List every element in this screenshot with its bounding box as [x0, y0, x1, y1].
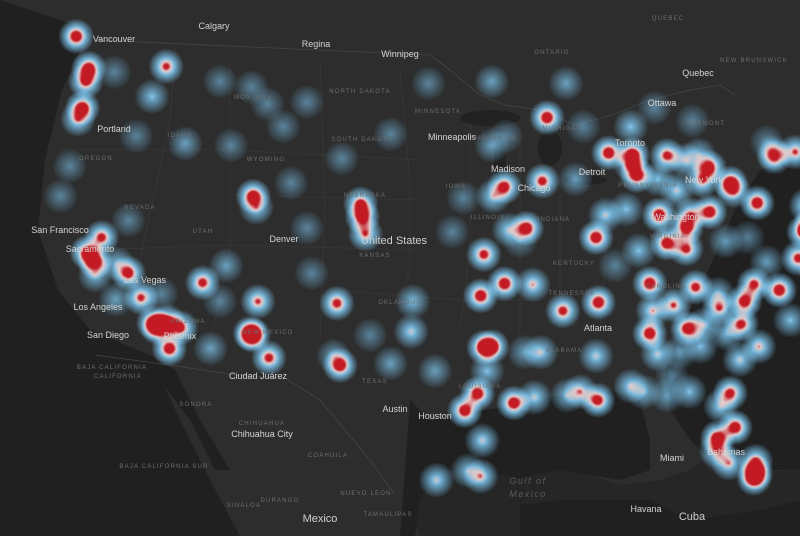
- label-pennsylvania: PENNSYLVANIA: [618, 183, 678, 189]
- label-oklahoma: OKLAHOMA: [378, 300, 422, 306]
- label-houston: Houston: [418, 411, 452, 421]
- label-nebraska: NEBRASKA: [344, 193, 386, 199]
- label-winnipeg: Winnipeg: [381, 49, 419, 59]
- label-carolina: CAROLINA: [646, 284, 686, 290]
- label-new-brunswick: NEW BRUNSWICK: [720, 58, 788, 64]
- label-mexico: Mexico: [303, 513, 338, 525]
- label-bahamas: Bahamas: [707, 447, 746, 457]
- label-madison: Madison: [491, 164, 525, 174]
- label-los-angeles: Los Angeles: [73, 302, 123, 312]
- label-minnesota: MINNESOTA: [415, 109, 461, 115]
- label-chicago: Chicago: [517, 183, 550, 193]
- label-coahuila: COAHUILA: [308, 453, 348, 459]
- label-arizona: ARIZONA: [170, 319, 205, 325]
- label-regina: Regina: [302, 39, 331, 49]
- label-louisiana: LOUISIANA: [459, 384, 502, 390]
- label-nuevo-leon: NUEVO LEÓN: [340, 490, 391, 497]
- label-ottawa: Ottawa: [648, 98, 677, 108]
- label-quebec: Quebec: [682, 68, 714, 78]
- label-illinois: ILLINOIS: [471, 215, 505, 221]
- label-calgary: Calgary: [198, 21, 230, 31]
- label-new-york: New York: [685, 175, 724, 185]
- label-ciudad-juarez: Ciudad Juárez: [229, 371, 288, 381]
- label-alabama: ALABAMA: [546, 348, 583, 354]
- label-kentucky: KENTUCKY: [553, 261, 595, 267]
- label-durango: DURANGO: [260, 498, 299, 504]
- label-new-mexico: NEW MEXICO: [242, 330, 293, 336]
- label-gulf-line2: Mexico: [509, 489, 547, 499]
- label-washington: Washington: [652, 212, 699, 222]
- label-tamaulipas: TAMAULIPAS: [363, 512, 412, 518]
- label-miami: Miami: [660, 453, 684, 463]
- label-austin: Austin: [382, 404, 407, 414]
- label-kansas: KANSAS: [359, 253, 391, 259]
- label-atlanta: Atlanta: [584, 323, 612, 333]
- label-oregon: OREGON: [79, 156, 113, 162]
- label-united-states: United States: [361, 235, 428, 247]
- label-michigan: MICHIGAN: [542, 126, 582, 132]
- label-chihuahua: Chihuahua City: [231, 429, 293, 439]
- label-san-francisco: San Francisco: [31, 225, 89, 235]
- label-nevada: NEVADA: [124, 205, 155, 211]
- label-utah: UTAH: [193, 229, 214, 235]
- label-virginia: VIRGINIA: [650, 234, 686, 240]
- label-gulf-line1: Gulf of: [509, 476, 546, 486]
- label-south-dakota: SOUTH DAKOTA: [331, 137, 392, 143]
- label-tennessee: TENNESSEE: [548, 291, 595, 297]
- water-labels: Gulf of Mexico: [509, 476, 547, 499]
- label-california: CALIFORNIA: [94, 374, 142, 380]
- label-denver: Denver: [269, 234, 298, 244]
- label-indiana: INDIANA: [538, 217, 571, 223]
- label-cuba: Cuba: [679, 511, 706, 523]
- label-ontario: ONTARIO: [534, 50, 569, 56]
- label-montana: MONTANA: [234, 95, 272, 101]
- label-idaho: IDAHO: [167, 133, 192, 139]
- city-labels: Calgary Regina Winnipeg Quebec Ottawa To…: [31, 21, 723, 514]
- label-phoenix: Phoenix: [164, 331, 197, 341]
- region-labels: QUEBEC ONTARIO MONTANA IDAHO WYOMING NEV…: [77, 16, 788, 518]
- label-texas: TEXAS: [362, 379, 388, 385]
- label-wisconsin: WISCONSIN: [471, 136, 516, 142]
- label-north-dakota: NORTH DAKOTA: [329, 89, 391, 95]
- label-wyoming: WYOMING: [247, 157, 285, 163]
- label-toronto: Toronto: [615, 138, 645, 148]
- label-sacramento: Sacramento: [66, 244, 115, 254]
- label-portland: Portland: [97, 124, 131, 134]
- label-baja-california: BAJA CALIFORNIA: [77, 365, 147, 371]
- label-las-vegas: Las Vegas: [124, 275, 167, 285]
- label-vancouver: Vancouver: [93, 34, 135, 44]
- label-havana: Havana: [630, 504, 661, 514]
- label-iowa: IOWA: [446, 184, 467, 190]
- label-baja-california-sur: BAJA CALIFORNIA SUR: [119, 464, 208, 470]
- label-minneapolis: Minneapolis: [428, 132, 477, 142]
- label-san-diego: San Diego: [87, 330, 129, 340]
- label-vermont: VERMONT: [687, 121, 725, 127]
- label-detroit: Detroit: [579, 167, 606, 177]
- country-labels: United States Mexico Cuba Bahamas: [303, 235, 746, 525]
- label-quebec-province: QUEBEC: [652, 16, 685, 22]
- label-chihuahua-state: CHIHUAHUA: [239, 421, 285, 427]
- label-sonora: SONORA: [179, 402, 212, 408]
- label-sinaloa: SINALOA: [227, 503, 261, 509]
